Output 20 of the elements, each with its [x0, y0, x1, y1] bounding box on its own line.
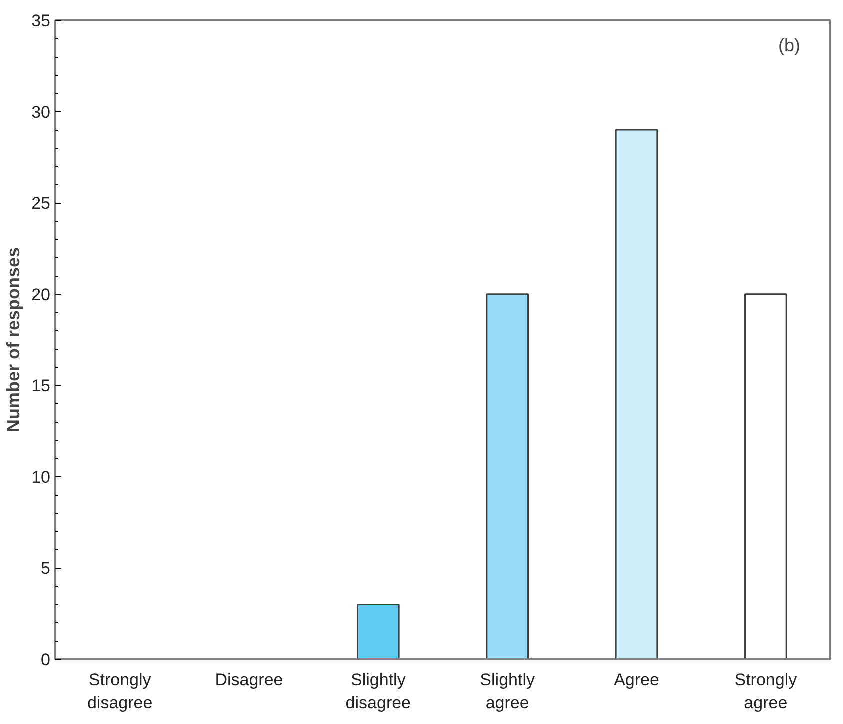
y-tick-label: 35: [32, 12, 51, 30]
y-tick-label: 10: [32, 468, 51, 487]
annotation: (b): [778, 36, 800, 56]
bar: [357, 604, 400, 660]
bar: [486, 294, 529, 660]
x-tick-label: Slightly disagree: [346, 670, 412, 712]
y-tick-label: 0: [41, 650, 51, 670]
x-tick-label: Strongly disagree: [87, 670, 153, 712]
bar: [744, 294, 788, 660]
y-tick-label: 30: [32, 102, 51, 122]
y-tick-label: 5: [41, 559, 51, 578]
bar: [615, 129, 658, 660]
x-tick-label: Disagree: [215, 670, 284, 690]
y-tick-label: 20: [32, 285, 51, 304]
x-tick-label: Strongly agree: [734, 670, 798, 712]
x-tick-label: Agree: [614, 670, 660, 690]
y-axis-title: Number of responses: [4, 247, 24, 433]
y-tick-label: 25: [32, 194, 51, 214]
x-tick-label: Slightly agree: [480, 670, 536, 712]
y-tick-label: 15: [32, 376, 51, 396]
